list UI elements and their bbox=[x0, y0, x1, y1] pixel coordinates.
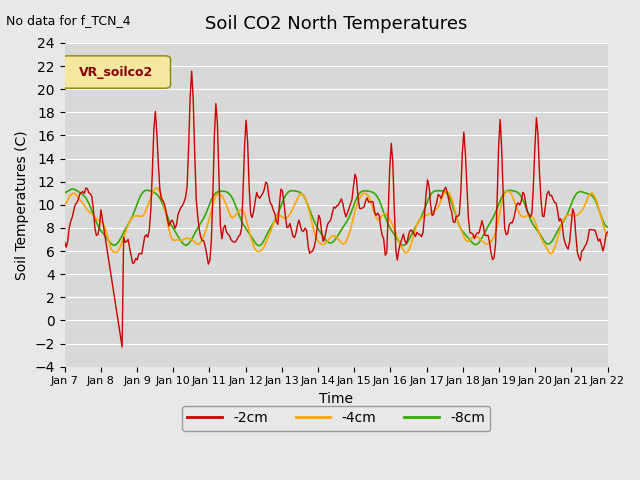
Title: Soil CO2 North Temperatures: Soil CO2 North Temperatures bbox=[205, 15, 467, 33]
Text: VR_soilco2: VR_soilco2 bbox=[79, 66, 154, 79]
X-axis label: Time: Time bbox=[319, 392, 353, 406]
FancyBboxPatch shape bbox=[62, 56, 170, 88]
Y-axis label: Soil Temperatures (C): Soil Temperatures (C) bbox=[15, 130, 29, 279]
Legend: -2cm, -4cm, -8cm: -2cm, -4cm, -8cm bbox=[182, 406, 490, 431]
Text: No data for f_TCN_4: No data for f_TCN_4 bbox=[6, 14, 131, 27]
